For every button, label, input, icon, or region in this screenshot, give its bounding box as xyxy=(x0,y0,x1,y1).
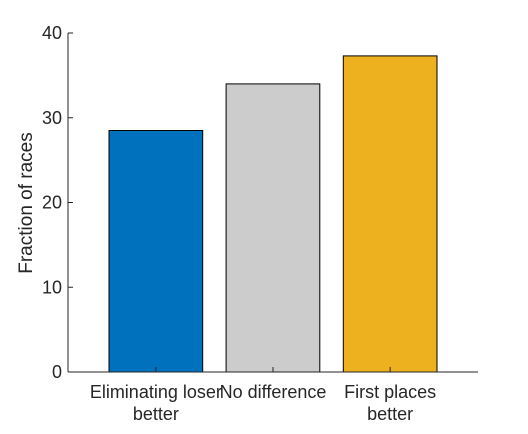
bar-0 xyxy=(108,130,204,373)
x-tick-label-line: Eliminating loser xyxy=(90,382,222,402)
x-tick-label-line: better xyxy=(367,404,413,424)
x-tick-label: First places better xyxy=(344,382,436,424)
x-tick-label: No difference xyxy=(220,382,327,402)
x-tick-label-line: First places xyxy=(344,382,436,402)
y-tick-label: 40 xyxy=(42,23,62,43)
y-tick-label: 0 xyxy=(52,362,62,382)
bar-1 xyxy=(225,83,321,373)
y-tick-label: 30 xyxy=(42,108,62,128)
bar-2 xyxy=(342,55,438,373)
bars-group xyxy=(108,55,438,373)
x-tick-label: Eliminating loser better xyxy=(90,382,222,424)
y-axis-label: Fraction of races xyxy=(16,132,37,274)
x-tick-label-line: better xyxy=(133,404,179,424)
y-ticks-group: 0 10 20 30 40 xyxy=(42,23,73,382)
x-tick-label-line: No difference xyxy=(220,382,327,402)
y-tick-label: 20 xyxy=(42,193,62,213)
y-tick-label: 10 xyxy=(42,277,62,297)
